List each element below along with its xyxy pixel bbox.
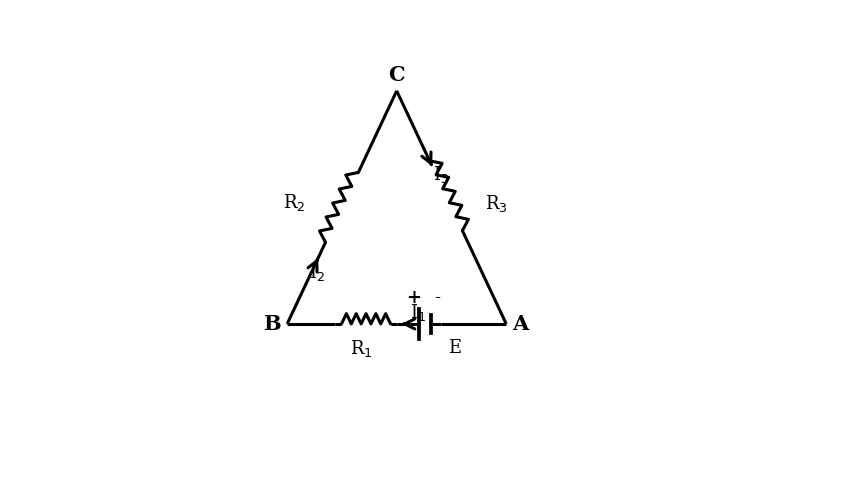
Text: C: C (388, 64, 404, 84)
Text: -: - (433, 289, 439, 307)
Text: I$_2$: I$_2$ (308, 262, 324, 283)
Text: I$_3$: I$_3$ (432, 164, 449, 185)
Text: B: B (263, 314, 281, 334)
Text: A: A (512, 314, 528, 334)
Text: +: + (405, 289, 421, 307)
Text: I$_1$: I$_1$ (409, 302, 426, 323)
Text: R$_1$: R$_1$ (349, 337, 372, 359)
Text: R$_2$: R$_2$ (282, 192, 305, 213)
Text: R$_3$: R$_3$ (484, 193, 507, 214)
Text: E: E (448, 339, 461, 357)
